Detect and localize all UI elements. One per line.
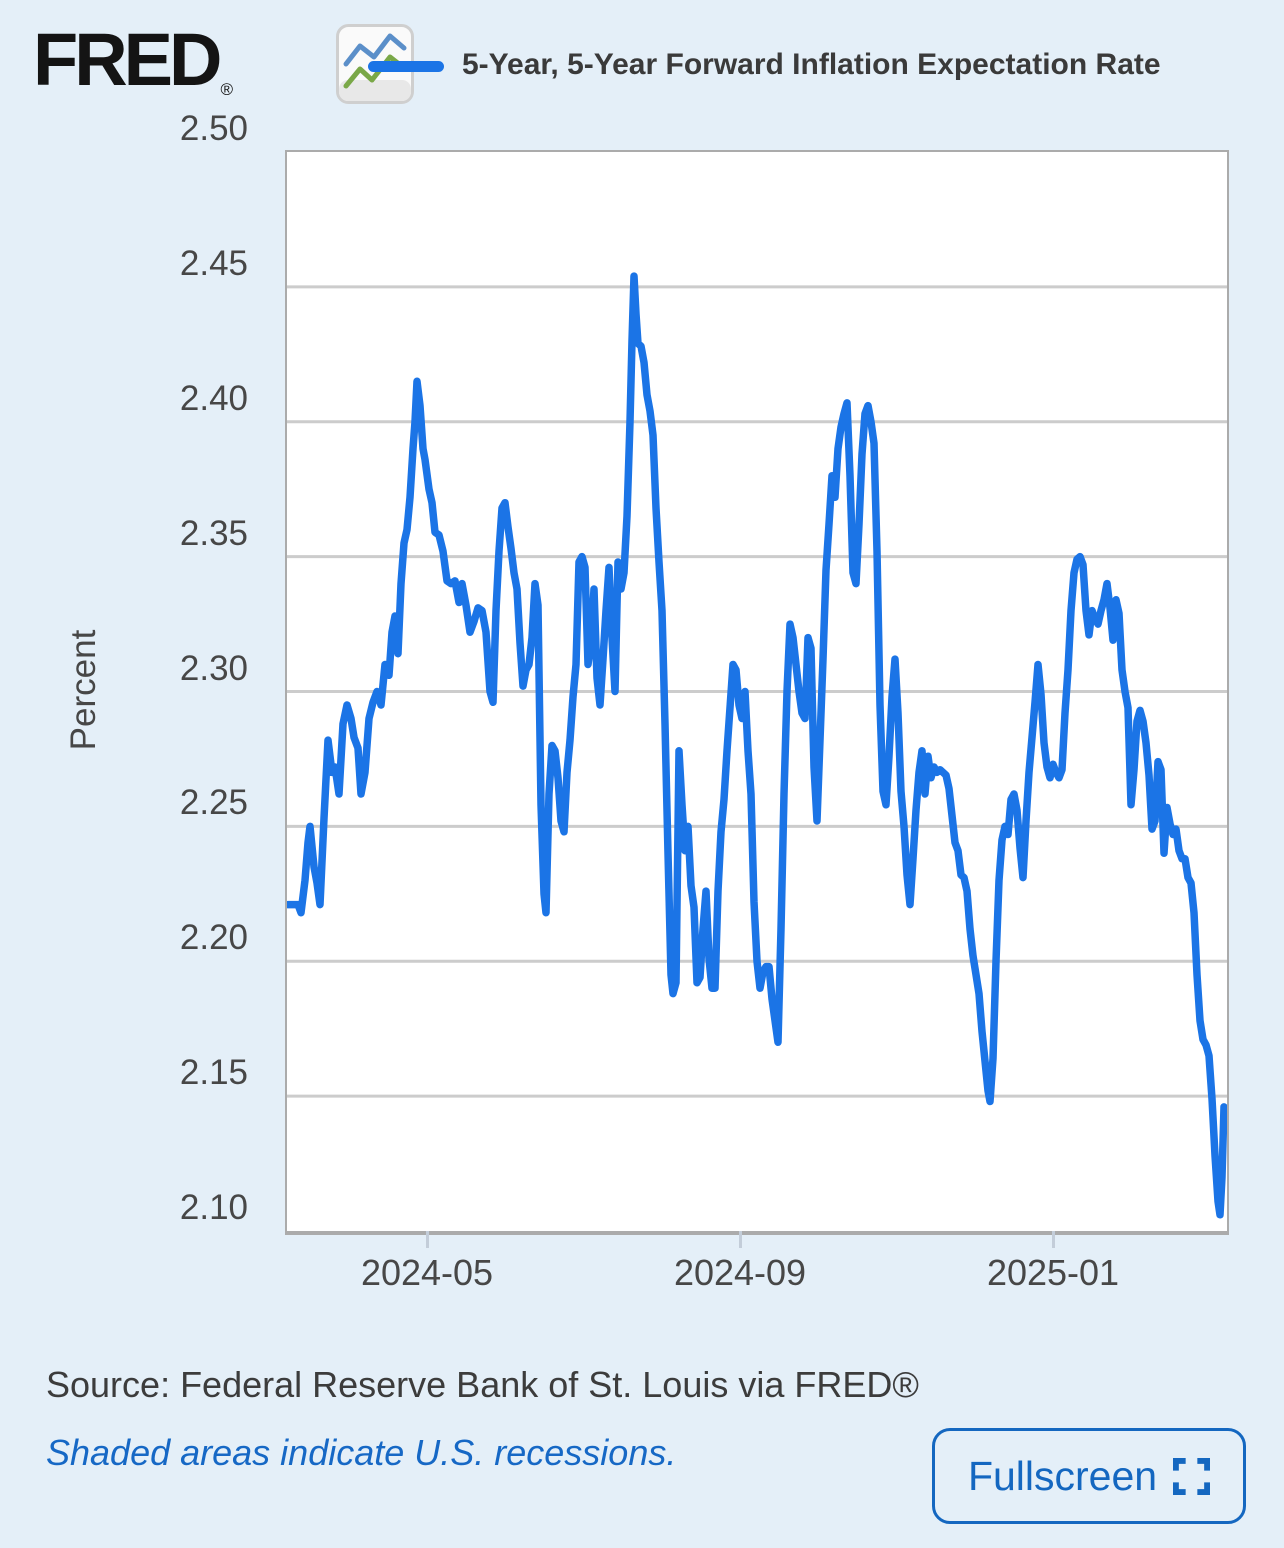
fred-logo-text: FRED (33, 18, 222, 101)
y-axis-tick-label: 2.45 (179, 243, 248, 283)
legend-line-swatch (368, 61, 444, 72)
source-attribution: Source: Federal Reserve Bank of St. Loui… (46, 1364, 919, 1405)
chart-plot-area[interactable] (285, 150, 1229, 1235)
fullscreen-corners-icon (1173, 1457, 1211, 1495)
x-axis-tick-label: 2024-09 (673, 1252, 807, 1293)
inflation-expectation-line-chart[interactable] (287, 152, 1227, 1231)
y-axis-tick-label: 2.15 (179, 1053, 248, 1093)
y-axis-tick-label: 2.10 (179, 1188, 248, 1227)
y-axis-tick-label: 2.30 (179, 648, 248, 688)
x-axis-tick-label: 2025-01 (986, 1252, 1120, 1293)
recession-shading-note: Shaded areas indicate U.S. recessions. (46, 1432, 677, 1473)
legend-series-label: 5-Year, 5-Year Forward Inflation Expecta… (462, 48, 1161, 81)
y-axis-tick-label: 2.25 (179, 783, 248, 823)
x-axis-tick-mark (739, 1231, 742, 1248)
y-axis-tick-label: 2.35 (179, 513, 248, 553)
x-axis-tick-label: 2024-05 (360, 1252, 494, 1293)
fred-logo: FRED ® (33, 18, 233, 102)
fullscreen-button-label: Fullscreen (967, 1452, 1158, 1499)
registered-trademark-symbol: ® (220, 80, 233, 99)
y-axis-tick-label: 2.40 (179, 378, 248, 418)
fullscreen-button[interactable]: Fullscreen (932, 1428, 1246, 1524)
x-axis-tick-mark (1052, 1231, 1055, 1248)
y-axis-tick-label: 2.50 (179, 109, 248, 148)
y-axis-tick-label: 2.20 (179, 918, 248, 958)
x-axis-tick-mark (426, 1231, 429, 1248)
